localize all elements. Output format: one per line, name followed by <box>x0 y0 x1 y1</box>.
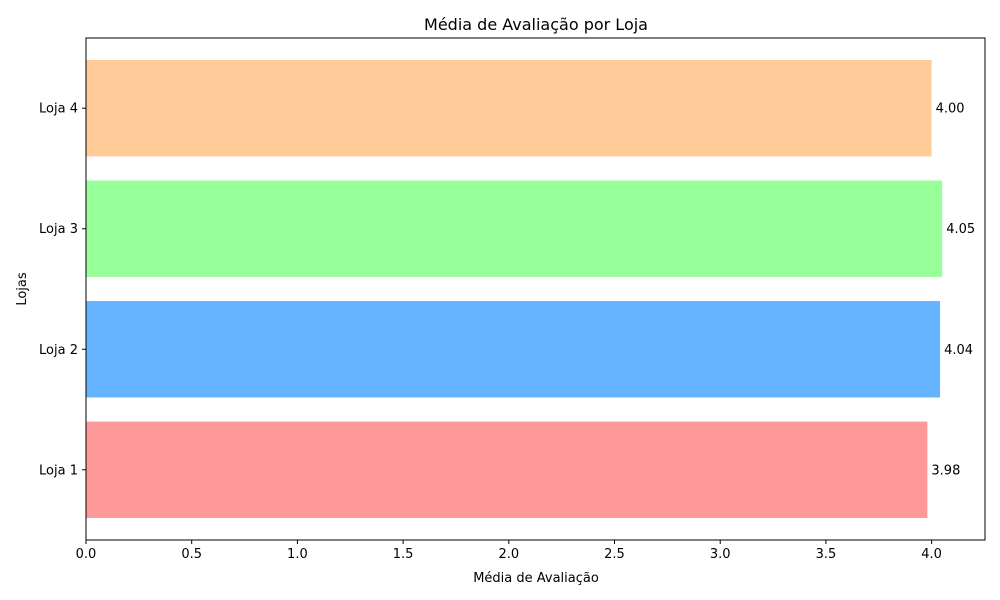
x-tick-label-2: 0.5 <box>181 547 202 562</box>
plot-area: 3.98 4.04 4.05 4.00 <box>86 60 975 518</box>
y-tick-label-2: Loja 2 <box>39 343 78 358</box>
y-tick-label-4: Loja 4 <box>39 102 78 117</box>
x-tick-label-8: 3.5 <box>816 547 837 562</box>
bar-1 <box>86 421 928 518</box>
y-tick-label-3: Loja 3 <box>39 222 78 237</box>
x-axis-label: Média de Avaliação <box>473 571 599 586</box>
y-tick-label-1: Loja 1 <box>39 463 78 478</box>
y-axis-label: Lojas <box>15 272 30 306</box>
bar-value-label-4: 4.00 <box>936 102 965 117</box>
chart-title: Média de Avaliação por Loja <box>424 15 648 34</box>
axes-frame <box>85 37 986 541</box>
x-tick-label-5: 2.0 <box>498 547 519 562</box>
x-tick-label-4: 1.5 <box>393 547 414 562</box>
x-tick-label-6: 2.5 <box>604 547 625 562</box>
bar-3 <box>86 180 943 277</box>
bar-value-label-3: 4.05 <box>946 222 975 237</box>
x-tick-label-1: 0.0 <box>76 547 97 562</box>
bar-4 <box>86 60 932 157</box>
x-tick-label-3: 1.0 <box>287 547 308 562</box>
bar-value-label-2: 4.04 <box>944 343 973 358</box>
y-axis: Loja 1 Loja 2 Loja 3 Loja 4 <box>39 102 86 478</box>
bar-value-label-1: 3.98 <box>931 463 960 478</box>
bar-2 <box>86 301 941 398</box>
x-axis: 0.0 0.5 1.0 1.5 2.0 2.5 3.0 3.5 4.0 <box>76 540 942 562</box>
x-tick-label-9: 4.0 <box>921 547 942 562</box>
x-tick-label-7: 3.0 <box>710 547 731 562</box>
